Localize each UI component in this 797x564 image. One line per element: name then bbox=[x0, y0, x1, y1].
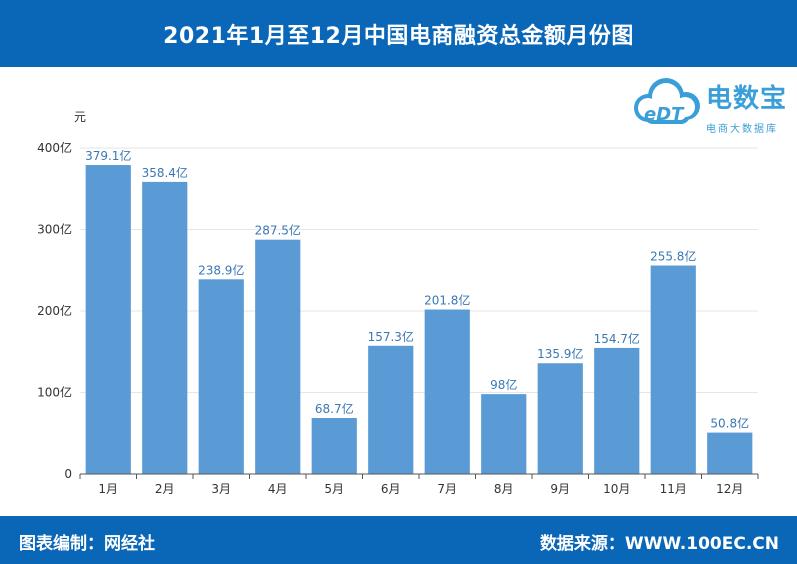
footer-bar: 图表编制：网经社 数据来源：WWW.100EC.CN bbox=[0, 516, 797, 564]
bars bbox=[85, 165, 753, 475]
data-label: 68.7亿 bbox=[315, 401, 354, 416]
data-label: 98亿 bbox=[490, 377, 517, 392]
bar-9月 bbox=[537, 363, 583, 474]
grid-lines bbox=[80, 147, 758, 393]
data-label: 201.8亿 bbox=[424, 293, 470, 308]
x-tick-label: 1月 bbox=[98, 482, 118, 496]
bar-7月 bbox=[424, 309, 470, 474]
bar-10月 bbox=[594, 347, 640, 474]
y-tick-label: 0 bbox=[64, 467, 72, 481]
data-label: 255.8亿 bbox=[650, 249, 696, 264]
y-axis-ticks: 0 100亿 200亿 300亿 400亿 bbox=[37, 140, 72, 481]
bar-5月 bbox=[311, 418, 357, 474]
data-label: 50.8亿 bbox=[710, 416, 749, 431]
cloud-logo-icon: eDT bbox=[634, 78, 700, 125]
data-label: 154.7亿 bbox=[594, 331, 640, 346]
logo-brand: 电数宝 bbox=[706, 84, 788, 114]
x-tick-label: 9月 bbox=[550, 482, 570, 496]
y-tick-label: 300亿 bbox=[37, 222, 72, 237]
x-tick-label: 12月 bbox=[716, 482, 743, 496]
data-label: 238.9亿 bbox=[198, 262, 244, 277]
x-tick-label: 3月 bbox=[211, 482, 231, 496]
data-label: 287.5亿 bbox=[255, 223, 301, 238]
data-label: 358.4亿 bbox=[142, 165, 188, 180]
bar-8月 bbox=[481, 394, 527, 474]
data-source: 数据来源：WWW.100EC.CN bbox=[539, 534, 779, 554]
x-tick-label: 2月 bbox=[155, 482, 175, 496]
data-label: 379.1亿 bbox=[85, 148, 131, 163]
y-tick-label: 200亿 bbox=[37, 303, 72, 318]
logo-tagline: 电商大数据库 bbox=[706, 124, 778, 135]
x-tick-label: 10月 bbox=[603, 482, 630, 496]
chart-credit: 图表编制：网经社 bbox=[19, 534, 155, 554]
bar-1月 bbox=[85, 165, 131, 474]
logo: eDT 电数宝 电商大数据库 bbox=[626, 70, 791, 136]
bar-11月 bbox=[650, 265, 696, 474]
x-tick-label: 5月 bbox=[324, 482, 344, 496]
x-tick-label: 11月 bbox=[660, 482, 687, 496]
bar-chart: 元 0 100亿 200亿 300亿 400亿 379.1亿 358.4亿 238.9亿 28… bbox=[37, 110, 759, 496]
y-tick-label: 400亿 bbox=[37, 140, 72, 155]
data-label: 157.3亿 bbox=[368, 329, 414, 344]
logo-mark: eDT bbox=[644, 104, 685, 125]
bar-3月 bbox=[198, 279, 244, 474]
y-axis-unit-label: 元 bbox=[74, 110, 86, 124]
page-title: 2021年1月至12月中国电商融资总金额月份图 bbox=[163, 23, 634, 49]
bar-12月 bbox=[707, 432, 753, 474]
x-tick-label: 6月 bbox=[381, 482, 401, 496]
x-axis-ticks: 1月 2月 3月 4月 5月 6月 7月 8月 9月 10月 11月 12月 bbox=[79, 474, 759, 496]
data-label: 135.9亿 bbox=[537, 346, 583, 361]
data-labels: 379.1亿 358.4亿 238.9亿 287.5亿 68.7亿 157.3亿 201.8… bbox=[85, 148, 749, 431]
y-tick-label: 100亿 bbox=[37, 385, 72, 400]
x-tick-label: 4月 bbox=[268, 482, 288, 496]
bar-4月 bbox=[255, 239, 301, 474]
bar-2月 bbox=[142, 181, 188, 475]
x-tick-label: 8月 bbox=[494, 482, 514, 496]
bar-6月 bbox=[368, 345, 414, 474]
header-bar: 2021年1月至12月中国电商融资总金额月份图 bbox=[0, 0, 797, 67]
x-tick-label: 7月 bbox=[437, 482, 457, 496]
